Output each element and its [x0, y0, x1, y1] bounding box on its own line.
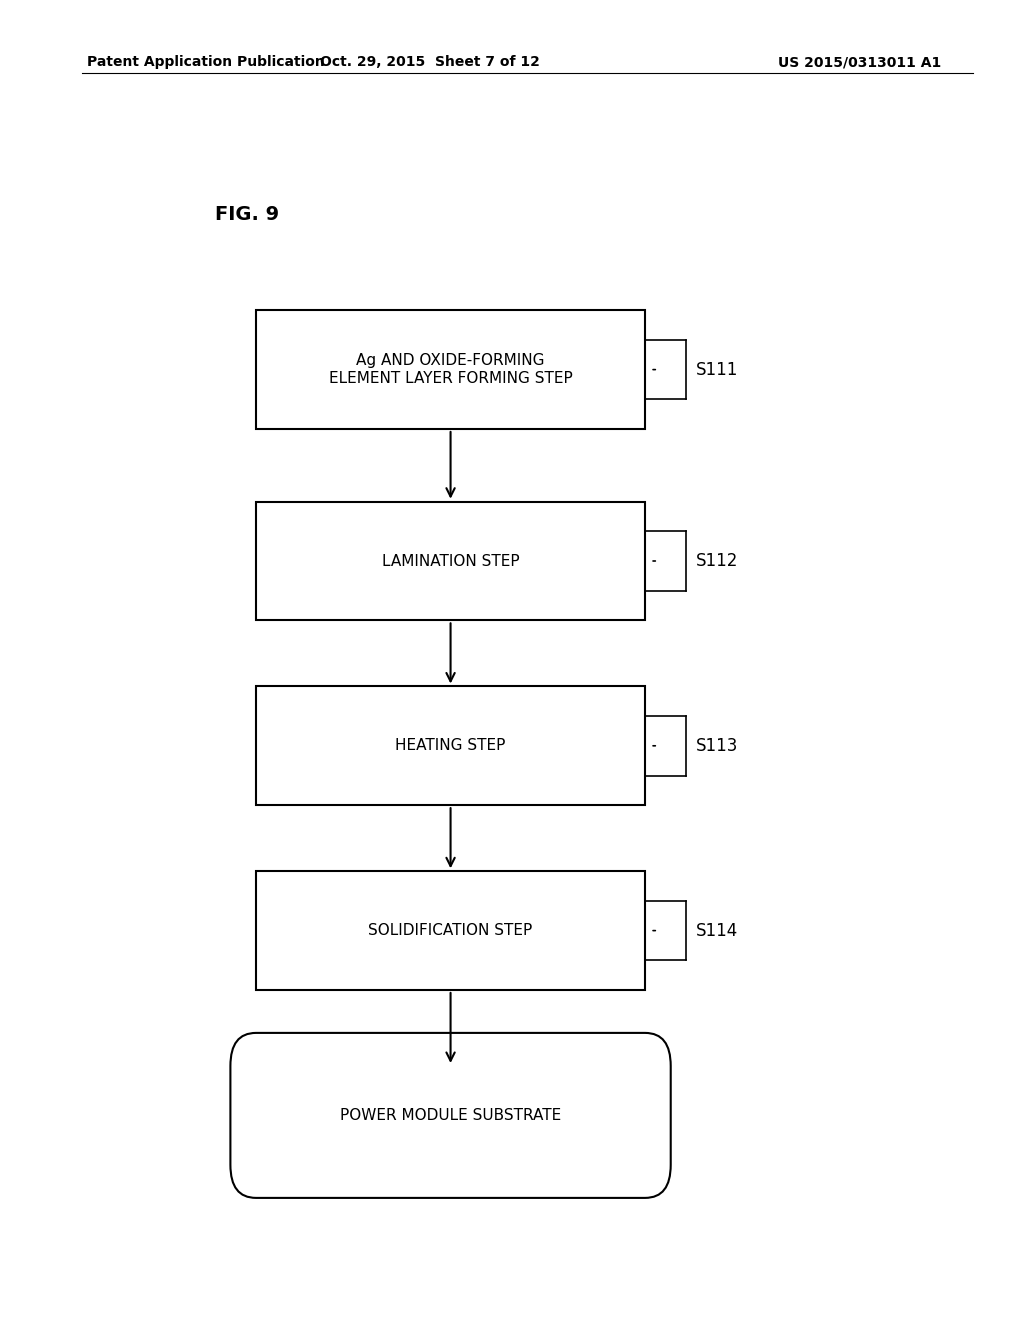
FancyBboxPatch shape	[230, 1032, 671, 1199]
Text: Patent Application Publication: Patent Application Publication	[87, 55, 325, 70]
Text: US 2015/0313011 A1: US 2015/0313011 A1	[778, 55, 941, 70]
FancyBboxPatch shape	[256, 871, 645, 990]
Text: S114: S114	[696, 921, 738, 940]
Text: LAMINATION STEP: LAMINATION STEP	[382, 553, 519, 569]
Text: FIG. 9: FIG. 9	[215, 205, 280, 223]
Text: S113: S113	[696, 737, 738, 755]
Text: SOLIDIFICATION STEP: SOLIDIFICATION STEP	[369, 923, 532, 939]
Text: Oct. 29, 2015  Sheet 7 of 12: Oct. 29, 2015 Sheet 7 of 12	[321, 55, 540, 70]
Text: S111: S111	[696, 360, 738, 379]
Text: Ag AND OXIDE-FORMING
ELEMENT LAYER FORMING STEP: Ag AND OXIDE-FORMING ELEMENT LAYER FORMI…	[329, 354, 572, 385]
Text: POWER MODULE SUBSTRATE: POWER MODULE SUBSTRATE	[340, 1107, 561, 1123]
FancyBboxPatch shape	[256, 686, 645, 805]
FancyBboxPatch shape	[256, 310, 645, 429]
Text: S112: S112	[696, 552, 738, 570]
FancyBboxPatch shape	[256, 502, 645, 620]
Text: HEATING STEP: HEATING STEP	[395, 738, 506, 754]
